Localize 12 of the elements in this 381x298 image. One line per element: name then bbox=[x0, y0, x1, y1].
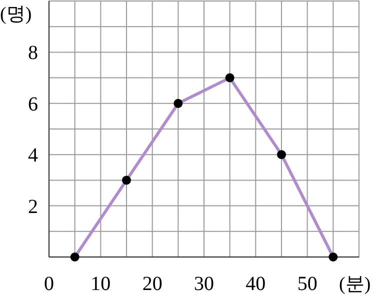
y-tick-label: 8 bbox=[28, 42, 38, 64]
x-axis-title: (분) bbox=[339, 274, 371, 295]
y-tick-label: 6 bbox=[28, 93, 38, 116]
y-tick-label: 2 bbox=[28, 196, 38, 218]
x-tick-label: 0 bbox=[44, 273, 54, 295]
x-tick-label: 40 bbox=[246, 273, 266, 295]
x-tick-label: 50 bbox=[297, 273, 318, 295]
x-tick-label: 20 bbox=[142, 273, 162, 295]
y-axis-title: (명) bbox=[0, 4, 32, 25]
x-tick-label: 10 bbox=[90, 273, 111, 295]
y-tick-label: 4 bbox=[28, 144, 38, 167]
x-tick-label: 30 bbox=[194, 273, 214, 295]
